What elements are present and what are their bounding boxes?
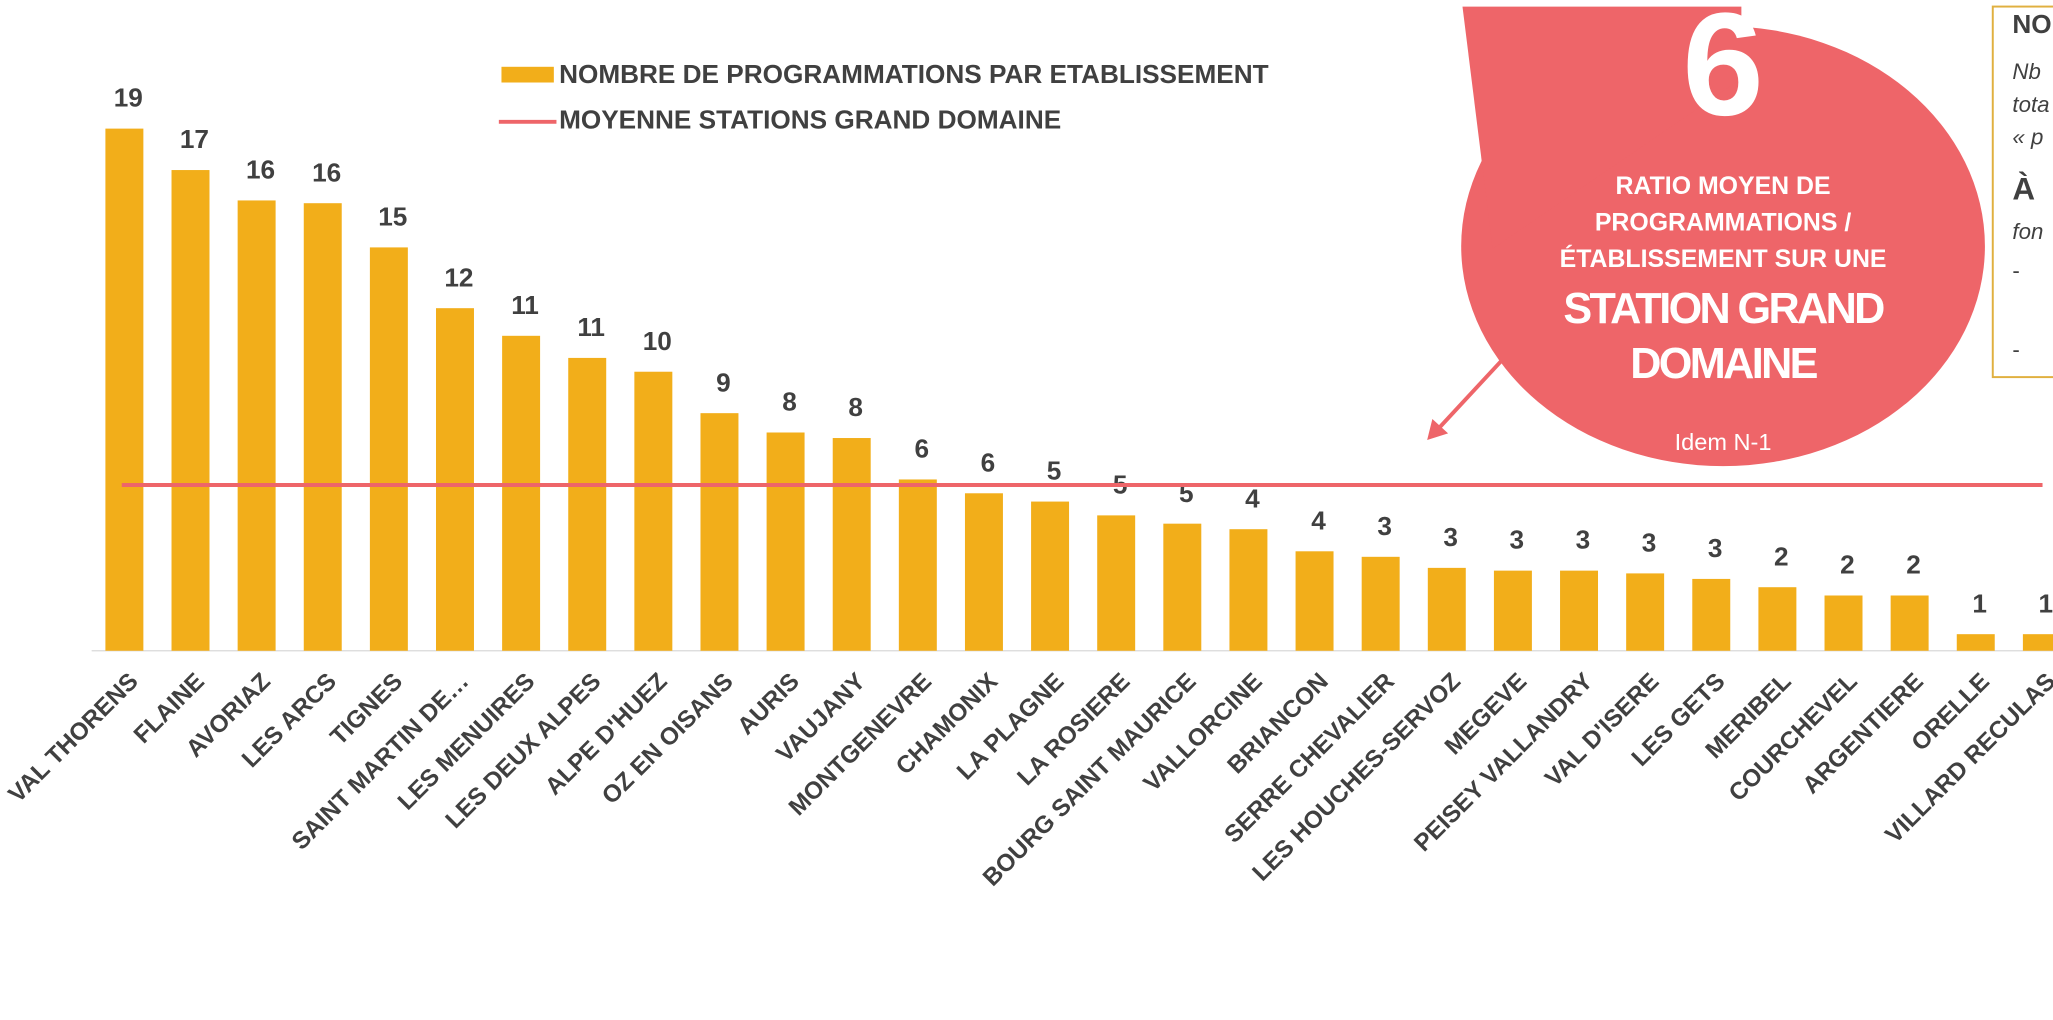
bar bbox=[436, 308, 474, 651]
data-label: 9 bbox=[716, 367, 731, 397]
data-label: 11 bbox=[577, 312, 605, 342]
bar bbox=[568, 357, 607, 651]
bar bbox=[1229, 529, 1268, 651]
data-label: 5 bbox=[1047, 456, 1062, 486]
data-label: 1 bbox=[1972, 588, 1987, 618]
data-label: 4 bbox=[1311, 505, 1326, 535]
note-text: À bbox=[2012, 171, 2035, 206]
callout bbox=[1427, 6, 1985, 467]
callout-note: Idem N-1 bbox=[1675, 429, 1772, 455]
bar bbox=[1163, 523, 1202, 651]
data-label: 8 bbox=[782, 387, 797, 417]
bar bbox=[1031, 501, 1070, 651]
note-text: NO bbox=[2012, 9, 2051, 39]
bar bbox=[502, 335, 541, 651]
bar bbox=[1361, 556, 1400, 651]
bar bbox=[1956, 634, 1995, 651]
bar bbox=[1890, 595, 1929, 651]
callout-arrow bbox=[1436, 354, 1508, 431]
bar bbox=[1824, 595, 1863, 651]
callout-text: PROGRAMMATIONS / bbox=[1595, 208, 1852, 236]
legend-label: MOYENNE STATIONS GRAND DOMAINE bbox=[559, 105, 1061, 135]
bar bbox=[898, 479, 937, 651]
data-label: 19 bbox=[114, 83, 143, 113]
callout-arrowhead bbox=[1427, 419, 1449, 440]
data-label: 5 bbox=[1179, 478, 1194, 508]
bar bbox=[1493, 570, 1532, 651]
data-label: 10 bbox=[643, 326, 672, 356]
note-box bbox=[1991, 5, 2053, 379]
bar bbox=[2022, 634, 2053, 651]
callout-corner bbox=[1462, 6, 1742, 249]
note-text: - bbox=[2012, 258, 2019, 283]
data-label: 3 bbox=[1443, 522, 1458, 552]
callout-emphasis: DOMAINE bbox=[1630, 340, 1817, 388]
bar bbox=[1758, 587, 1797, 651]
data-label: 11 bbox=[511, 290, 539, 320]
bar bbox=[1692, 578, 1731, 651]
bar bbox=[1097, 515, 1136, 651]
data-label: 16 bbox=[246, 155, 275, 185]
bar bbox=[1427, 567, 1466, 651]
data-label: 2 bbox=[1906, 550, 1921, 580]
data-label: 12 bbox=[444, 262, 473, 292]
data-label: 3 bbox=[1576, 525, 1591, 555]
data-label: 3 bbox=[1642, 528, 1657, 558]
data-label: 4 bbox=[1245, 483, 1260, 513]
bar bbox=[700, 413, 739, 651]
note-text: « p bbox=[2012, 125, 2043, 150]
note-text: tota bbox=[2012, 92, 2049, 117]
data-label: 16 bbox=[312, 157, 341, 187]
callout-text: ÉTABLISSEMENT SUR UNE bbox=[1560, 244, 1887, 273]
data-label: 2 bbox=[1840, 550, 1855, 580]
bar bbox=[634, 371, 673, 651]
legend-label: NOMBRE DE PROGRAMMATIONS PAR ETABLISSEME… bbox=[559, 59, 1269, 89]
data-label: 6 bbox=[914, 434, 929, 464]
callout-text: RATIO MOYEN DE bbox=[1616, 172, 1831, 200]
legend-swatch bbox=[501, 66, 554, 83]
bar bbox=[1626, 573, 1665, 651]
bar bbox=[171, 170, 210, 651]
bar bbox=[303, 203, 342, 651]
data-label: 2 bbox=[1774, 541, 1789, 571]
bar bbox=[964, 493, 1003, 651]
bar bbox=[832, 438, 871, 651]
data-label: 1 bbox=[2039, 588, 2053, 618]
data-label: 15 bbox=[378, 202, 407, 232]
bar bbox=[369, 247, 408, 651]
note-text: fon bbox=[2012, 219, 2043, 244]
note-text: - bbox=[2012, 337, 2019, 362]
bar bbox=[105, 128, 144, 651]
callout-emphasis: STATION GRAND bbox=[1563, 285, 1884, 333]
bar bbox=[1560, 570, 1599, 651]
data-label: 3 bbox=[1377, 511, 1392, 541]
data-label: 17 bbox=[180, 124, 209, 154]
data-label: 8 bbox=[848, 392, 863, 422]
data-label: 6 bbox=[981, 447, 996, 477]
data-label: 3 bbox=[1510, 525, 1525, 555]
bar bbox=[237, 200, 276, 651]
x-tick-label: VAL THORENS bbox=[3, 668, 143, 808]
callout-value: 6 bbox=[1682, 0, 1764, 147]
bar bbox=[766, 432, 805, 651]
bar bbox=[1295, 551, 1334, 651]
note-text: Nb bbox=[2012, 59, 2040, 84]
data-label: 3 bbox=[1708, 533, 1723, 563]
